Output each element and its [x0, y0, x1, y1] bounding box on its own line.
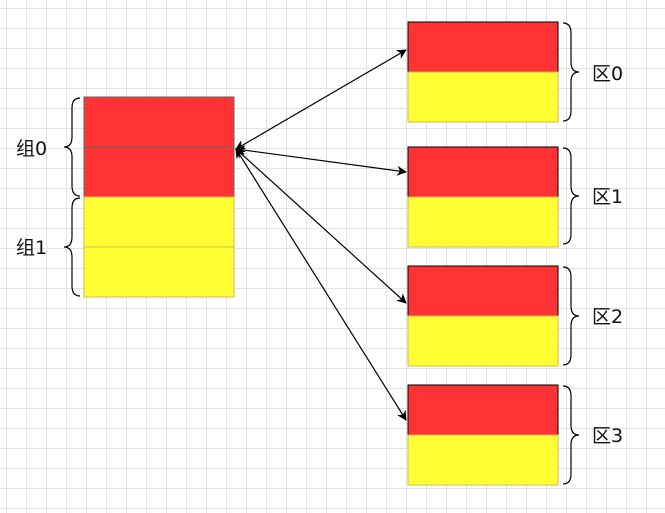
region3-brace	[562, 385, 580, 485]
group-block	[83, 96, 235, 298]
region0-cell-top	[407, 21, 559, 73]
region2-cell-bottom	[407, 315, 559, 367]
arrow-to-region1	[235, 145, 407, 176]
region2-label: 区2	[592, 306, 623, 328]
region1-brace	[562, 147, 580, 245]
group1-cell-bottom	[83, 246, 235, 298]
group0-cell-bottom	[83, 146, 235, 198]
group0-label: 组0	[16, 138, 47, 160]
region0-block	[407, 21, 559, 123]
region3-cell-bottom	[407, 434, 559, 486]
region0-brace	[562, 22, 580, 122]
group1-brace	[63, 197, 81, 297]
group0-cell-top	[83, 96, 235, 148]
region1-cell-top	[407, 146, 559, 198]
region3-label: 区3	[592, 425, 623, 447]
region1-cell-bottom	[407, 196, 559, 248]
group1-cell-top	[83, 196, 235, 248]
region2-cell-top	[407, 265, 559, 317]
group1-label: 组1	[16, 237, 47, 259]
region3-block	[407, 384, 559, 486]
region0-cell-bottom	[407, 71, 559, 123]
region2-block	[407, 265, 559, 367]
region1-block	[407, 146, 559, 248]
region2-brace	[562, 266, 580, 366]
region1-label: 区1	[592, 186, 623, 208]
group0-brace	[63, 97, 81, 197]
arrow-to-region2	[235, 148, 407, 304]
region3-cell-top	[407, 384, 559, 436]
region0-label: 区0	[592, 63, 623, 85]
arrow-to-region0	[235, 49, 407, 150]
arrow-to-region3	[235, 148, 407, 421]
